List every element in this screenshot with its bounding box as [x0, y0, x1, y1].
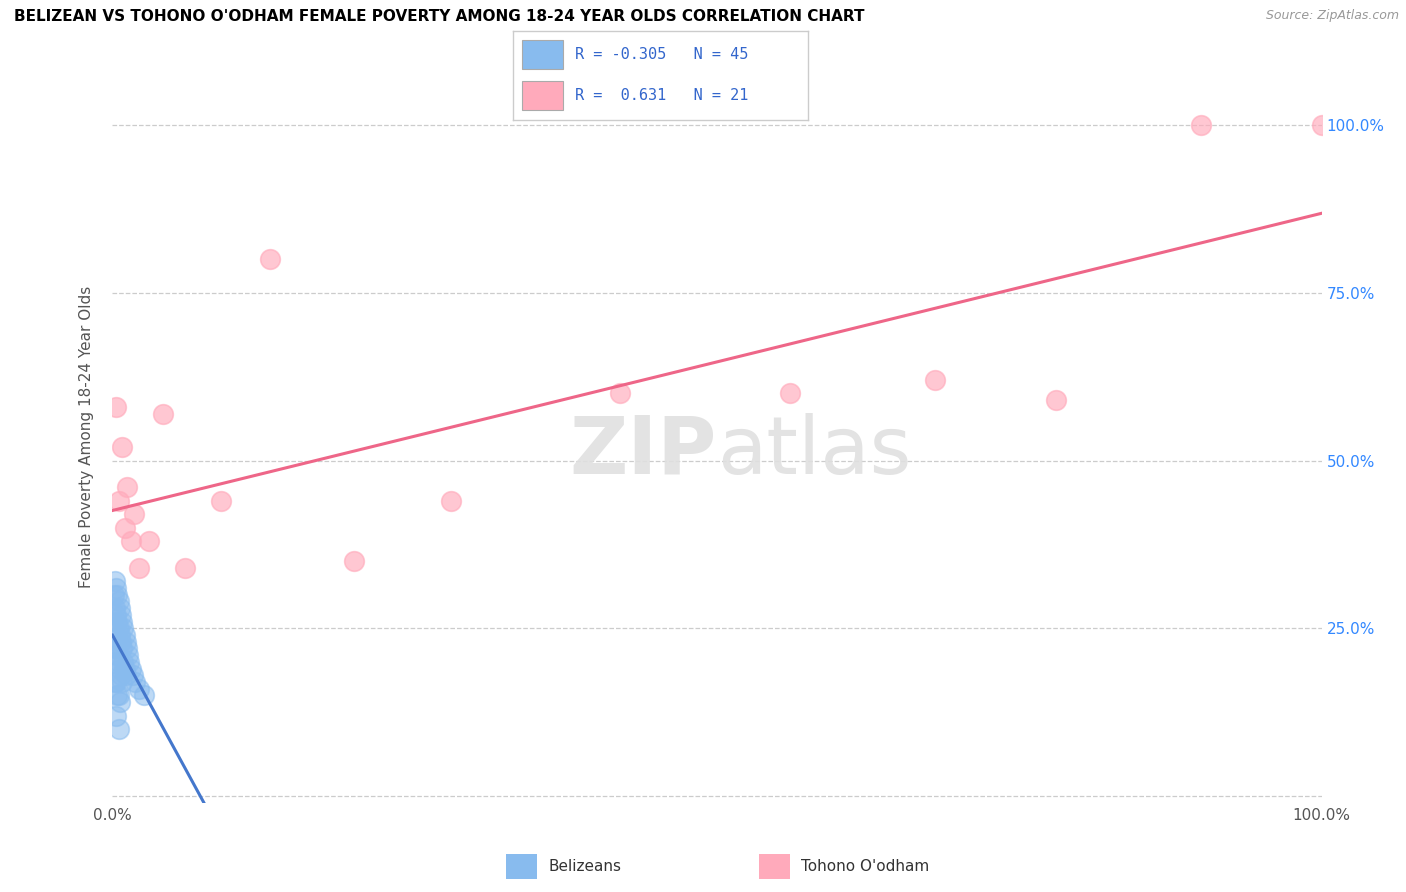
Text: Tohono O'odham: Tohono O'odham	[801, 859, 929, 873]
Point	[105, 641, 128, 656]
Point	[138, 534, 160, 549]
Point	[105, 588, 128, 602]
Point	[103, 621, 125, 635]
Point	[779, 386, 801, 401]
Point	[103, 588, 125, 602]
Point	[440, 493, 463, 508]
Y-axis label: Female Poverty Among 18-24 Year Olds: Female Poverty Among 18-24 Year Olds	[79, 286, 94, 588]
Point	[105, 607, 128, 622]
Point	[108, 695, 131, 709]
Point	[105, 675, 128, 690]
Point	[105, 689, 128, 703]
Point	[114, 668, 136, 682]
Text: R =  0.631   N = 21: R = 0.631 N = 21	[575, 88, 748, 103]
Point	[114, 521, 136, 535]
Text: Belizeans: Belizeans	[548, 859, 621, 873]
Point	[112, 655, 135, 669]
Text: atlas: atlas	[717, 413, 911, 491]
Point	[609, 386, 631, 401]
Point	[107, 655, 129, 669]
Point	[122, 508, 145, 522]
Point	[107, 594, 129, 608]
Point	[120, 534, 142, 549]
Point	[115, 641, 138, 656]
Point	[105, 581, 128, 595]
Point	[111, 440, 134, 454]
Point	[107, 689, 129, 703]
Point	[1310, 118, 1333, 132]
Text: R = -0.305   N = 45: R = -0.305 N = 45	[575, 47, 748, 62]
Point	[114, 634, 136, 648]
Point	[105, 400, 128, 414]
Text: Source: ZipAtlas.com: Source: ZipAtlas.com	[1265, 9, 1399, 22]
Point	[124, 675, 146, 690]
Text: BELIZEAN VS TOHONO O'ODHAM FEMALE POVERTY AMONG 18-24 YEAR OLDS CORRELATION CHAR: BELIZEAN VS TOHONO O'ODHAM FEMALE POVERT…	[14, 9, 865, 24]
Point	[128, 561, 150, 575]
Point	[114, 628, 136, 642]
Point	[111, 615, 134, 629]
Point	[104, 641, 127, 656]
Bar	[522, 81, 564, 110]
Point	[103, 655, 125, 669]
Point	[108, 601, 131, 615]
Point	[110, 668, 132, 682]
Point	[152, 407, 174, 421]
Text: ZIP: ZIP	[569, 413, 717, 491]
Point	[104, 574, 127, 589]
Point	[209, 493, 232, 508]
Point	[122, 668, 145, 682]
Point	[132, 689, 155, 703]
Point	[128, 681, 150, 696]
Point	[1189, 118, 1212, 132]
Point	[117, 648, 139, 662]
Point	[104, 675, 127, 690]
Point	[259, 252, 281, 267]
Point	[343, 554, 366, 568]
Point	[107, 621, 129, 635]
Point	[105, 708, 128, 723]
Point	[110, 607, 132, 622]
Point	[118, 655, 141, 669]
Point	[108, 662, 131, 676]
Point	[107, 722, 129, 736]
Point	[108, 628, 131, 642]
Point	[120, 662, 142, 676]
Point	[105, 615, 128, 629]
Point	[104, 601, 127, 615]
Point	[115, 480, 138, 494]
Bar	[522, 40, 564, 69]
Point	[110, 634, 132, 648]
Point	[174, 561, 197, 575]
Point	[107, 493, 129, 508]
Point	[1045, 393, 1067, 408]
Point	[105, 648, 128, 662]
Point	[114, 662, 136, 676]
Point	[111, 675, 134, 690]
Point	[112, 621, 135, 635]
Point	[111, 641, 134, 656]
Point	[924, 373, 946, 387]
